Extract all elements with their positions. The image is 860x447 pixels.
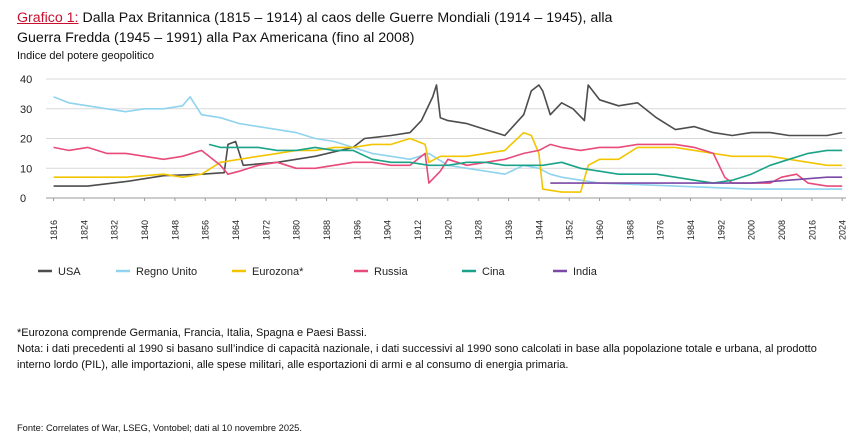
series-line-4 xyxy=(208,143,843,184)
x-tick-label: 1872 xyxy=(261,220,271,240)
legend-label: Russia xyxy=(374,266,409,278)
chart-title-lead: Grafico 1: xyxy=(17,10,79,26)
footnote-eurozone: *Eurozona comprende Germania, Francia, I… xyxy=(17,327,367,339)
x-tick-label: 1992 xyxy=(716,220,726,240)
legend-label: India xyxy=(573,266,598,278)
legend-item-2: Eurozona* xyxy=(232,266,304,278)
x-tick-label: 2016 xyxy=(807,220,817,240)
legend-item-0: USA xyxy=(38,266,81,278)
y-tick-label: 20 xyxy=(20,134,32,146)
y-tick-label: 10 xyxy=(20,163,32,175)
x-tick-label: 1880 xyxy=(292,220,302,240)
x-tick-label: 1840 xyxy=(140,220,150,240)
x-tick-label: 1856 xyxy=(201,220,211,240)
legend-item-5: India xyxy=(553,266,598,278)
y-tick-label: 0 xyxy=(20,193,26,205)
x-tick-label: 1984 xyxy=(686,220,696,240)
x-tick-label: 1864 xyxy=(231,220,241,240)
x-tick-label: 1832 xyxy=(110,220,120,240)
legend-label: USA xyxy=(58,266,81,278)
legend-item-1: Regno Unito xyxy=(116,266,197,278)
x-tick-label: 2000 xyxy=(747,220,757,240)
x-tick-label: 1904 xyxy=(383,220,393,240)
chart-title-text: Dalla Pax Britannica (1815 – 1914) al ca… xyxy=(17,10,613,46)
series-line-2 xyxy=(53,131,843,193)
x-tick-label: 1816 xyxy=(49,220,59,240)
x-tick-label: 1936 xyxy=(504,220,514,240)
x-tick-label: 1920 xyxy=(443,220,453,240)
legend-item-3: Russia xyxy=(354,266,409,278)
legend-label: Eurozona* xyxy=(252,266,304,278)
x-tick-label: 1888 xyxy=(322,220,332,240)
x-tick-label: 2008 xyxy=(777,220,787,240)
series-line-3 xyxy=(53,143,843,187)
x-tick-label: 1944 xyxy=(534,220,544,240)
legend-label: Cina xyxy=(482,266,506,278)
footnote-methodology: Nota: i dati precedenti al 1990 si basan… xyxy=(17,343,817,371)
y-axis-label: Indice del potere geopolitico xyxy=(17,50,154,62)
series-line-0 xyxy=(53,84,843,187)
x-tick-label: 1912 xyxy=(413,220,423,240)
chart-title: Grafico 1: Dalla Pax Britannica (1815 – … xyxy=(17,8,617,48)
line-chart: 0 10 20 30 40 1816 1824 1832 1840 1848 1856 1864 187… xyxy=(20,74,848,278)
x-tick-label: 1952 xyxy=(565,220,575,240)
x-tick-label: 2024 xyxy=(838,220,848,240)
legend-item-4: Cina xyxy=(462,266,506,278)
x-tick-label: 1928 xyxy=(474,220,484,240)
legend-label: Regno Unito xyxy=(136,266,197,278)
x-tick-label: 1960 xyxy=(595,220,605,240)
series-line-5 xyxy=(550,176,843,184)
x-tick-label: 1896 xyxy=(352,220,362,240)
source-note: Fonte: Correlates of War, LSEG, Vontobel… xyxy=(17,423,302,433)
x-tick-label: 1976 xyxy=(656,220,666,240)
x-tick-label: 1968 xyxy=(625,220,635,240)
y-tick-label: 40 xyxy=(20,74,32,86)
y-tick-label: 30 xyxy=(20,104,32,116)
x-tick-label: 1824 xyxy=(79,220,89,240)
x-tick-label: 1848 xyxy=(170,220,180,240)
